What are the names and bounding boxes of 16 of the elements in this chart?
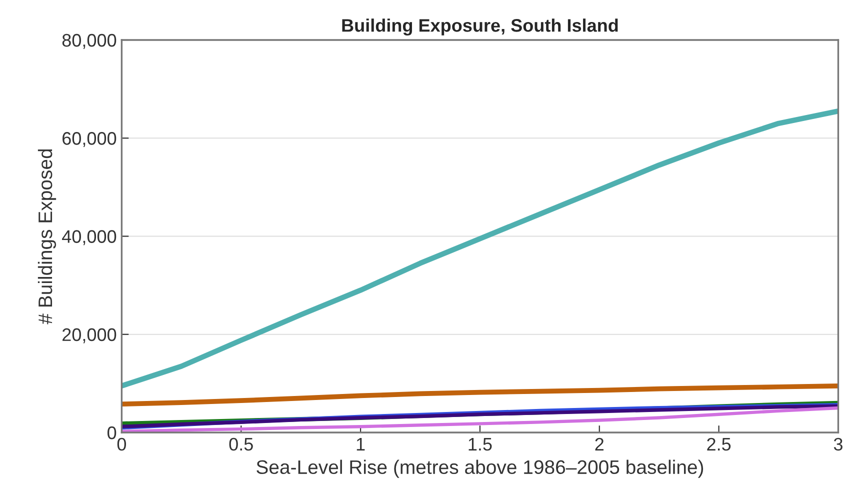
y-tick-label: 20,000 [62,328,116,344]
x-tick-label: 2 [595,438,604,450]
x-tick-label: 1 [356,438,365,450]
y-tick-label: 40,000 [62,230,116,246]
y-tick-label: 80,000 [62,34,116,49]
chart-title: Building Exposure, South Island [342,18,618,36]
x-axis-title: Sea-Level Rise (metres above 1986–2005 baseline) [256,460,704,478]
x-tick-label: 2.5 [707,438,731,451]
x-tick-label: 0 [117,438,126,451]
line-series [122,383,838,406]
x-tick-label: 0.5 [229,438,253,451]
x-tick-label: 1.5 [468,438,492,451]
y-axis-title: # Buildings Exposed [38,149,56,324]
y-tick-label: 0 [107,426,116,440]
x-tick-label: 3 [834,438,842,451]
y-tick-label: 60,000 [62,132,116,147]
